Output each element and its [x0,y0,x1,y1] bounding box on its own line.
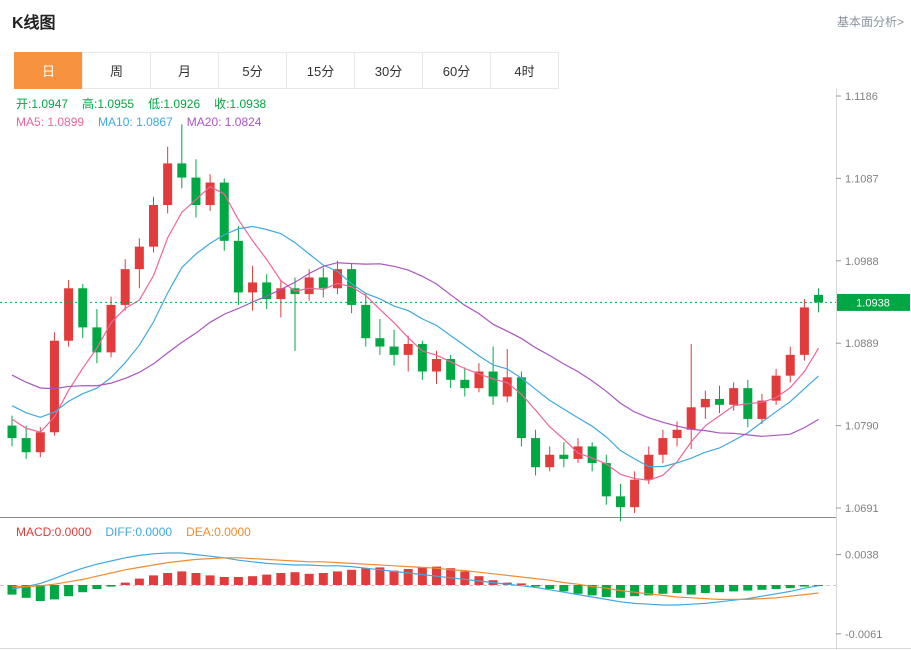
ma-item: MA10: 1.0867 [98,115,173,129]
ohlc-info: 开:1.0947 高:1.0955 低:1.0926 收:1.0938 [16,95,280,112]
ma-info: MA5: 1.0899 MA10: 1.0867 MA20: 1.0824 [16,115,275,129]
ohlc-item: 高:1.0955 [82,97,135,111]
macd-dea-line [12,557,819,600]
page-title: K线图 [12,15,56,32]
y-axis-labels: 1.1186 1.1087 1.0988 1.0889 1.0790 1.0691 0.00… [836,91,882,641]
period-tab-5分[interactable]: 5分 [218,52,287,89]
macd-info: MACD:0.0000 DIFF:0.0000 DEA:0.0000 [16,525,265,539]
current-price-tag: 1.0938 [837,293,910,311]
y-axis-label: 1.0790 [845,421,879,433]
macd-item: MACD:0.0000 [16,525,92,539]
period-tab-月[interactable]: 月 [150,52,219,89]
ohlc-item: 开:1.0947 [16,97,69,111]
y-axis-label: 1.1186 [845,91,878,103]
period-tab-日[interactable]: 日 [14,52,83,89]
period-tab-30分[interactable]: 30分 [354,52,423,89]
macd-item: DEA:0.0000 [186,525,251,539]
ma20-line [11,262,819,437]
svg-text:1.0938: 1.0938 [856,297,890,309]
ma10-line [11,225,819,468]
candlestick-series [7,124,824,522]
y-axis-label: 1.0691 [845,503,879,515]
fundamental-analysis-link[interactable]: 基本面分析> [836,15,904,29]
ma5-line [11,186,820,481]
kline-chart-canvas[interactable]: 1.1186 1.1087 1.0988 1.0889 1.0790 1.0691 0.00… [0,89,911,650]
macd-histogram [7,566,824,601]
macd-axis-label: 0.0038 [845,550,879,562]
period-tab-60分[interactable]: 60分 [422,52,491,89]
period-tab-15分[interactable]: 15分 [286,52,355,89]
y-axis-label: 1.0988 [845,256,879,268]
ohlc-item: 收:1.0938 [214,97,267,111]
period-tab-4时[interactable]: 4时 [490,52,559,89]
ma-item: MA5: 1.0899 [16,115,85,129]
period-tabs: 日周月 5分 15分 30分 60分 4时 [14,52,559,89]
y-axis-label: 1.1087 [845,173,879,185]
macd-axis-label: -0.0061 [845,629,882,641]
ohlc-item: 低:1.0926 [148,97,201,111]
y-axis-label: 1.0889 [845,338,879,350]
macd-item: DIFF:0.0000 [105,525,173,539]
period-tab-周[interactable]: 周 [82,52,151,89]
chart-area: 1.1186 1.1087 1.0988 1.0889 1.0790 1.0691 0.00… [0,89,911,650]
macd-diff-line [11,552,819,606]
ma-item: MA20: 1.0824 [186,115,262,129]
